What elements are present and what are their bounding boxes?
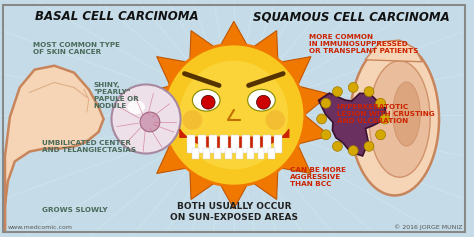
Text: MOST COMMON TYPE
OF SKIN CANCER: MOST COMMON TYPE OF SKIN CANCER — [33, 42, 120, 55]
Polygon shape — [219, 181, 249, 209]
Text: www.medcomic.com: www.medcomic.com — [8, 225, 73, 231]
Polygon shape — [137, 115, 170, 144]
Polygon shape — [278, 145, 311, 173]
Bar — [187, 135, 195, 153]
Ellipse shape — [192, 89, 220, 111]
Polygon shape — [298, 86, 330, 115]
Circle shape — [201, 95, 215, 109]
Bar — [214, 148, 221, 160]
Text: SHINY,
"PEARLY"
PAPULE OR
NODULE: SHINY, "PEARLY" PAPULE OR NODULE — [93, 82, 138, 109]
Bar — [198, 135, 206, 153]
Text: UMBILICATED CENTER
AND TELANGIECTASIAS: UMBILICATED CENTER AND TELANGIECTASIAS — [42, 140, 136, 153]
Polygon shape — [5, 66, 104, 231]
Circle shape — [265, 110, 285, 130]
Ellipse shape — [350, 42, 439, 196]
Circle shape — [321, 98, 331, 108]
Text: SQUAMOUS CELL CARCINOMA: SQUAMOUS CELL CARCINOMA — [253, 10, 450, 23]
Polygon shape — [157, 145, 189, 173]
Circle shape — [321, 130, 331, 140]
Circle shape — [332, 87, 342, 97]
Circle shape — [140, 112, 160, 132]
Bar — [268, 148, 275, 160]
Bar — [274, 135, 282, 153]
Polygon shape — [250, 168, 278, 200]
Circle shape — [163, 44, 305, 186]
Ellipse shape — [369, 61, 430, 177]
Text: CAN BE MORE
AGGRESSIVE
THAN BCC: CAN BE MORE AGGRESSIVE THAN BCC — [290, 167, 346, 187]
Bar — [209, 135, 217, 153]
Text: BOTH USUALLY OCCUR
ON SUN-EXPOSED AREAS: BOTH USUALLY OCCUR ON SUN-EXPOSED AREAS — [170, 202, 298, 222]
Circle shape — [180, 61, 288, 169]
Text: MORE COMMON
IN IMMUNOSUPPRESSED
OR TRANSPLANT PATIENTS: MORE COMMON IN IMMUNOSUPPRESSED OR TRANS… — [309, 34, 418, 54]
Ellipse shape — [128, 100, 145, 114]
Polygon shape — [190, 168, 218, 200]
Bar — [246, 148, 254, 160]
Bar — [257, 148, 264, 160]
Circle shape — [375, 130, 385, 140]
Bar — [225, 148, 232, 160]
Polygon shape — [137, 86, 170, 115]
Polygon shape — [219, 21, 249, 49]
Ellipse shape — [247, 89, 275, 111]
Ellipse shape — [392, 82, 420, 146]
Circle shape — [348, 82, 358, 92]
Bar — [242, 135, 250, 153]
Polygon shape — [365, 40, 422, 62]
Bar — [231, 135, 239, 153]
Circle shape — [380, 114, 390, 124]
Circle shape — [332, 141, 342, 151]
Circle shape — [364, 141, 374, 151]
Circle shape — [348, 146, 358, 155]
Polygon shape — [298, 115, 330, 144]
Circle shape — [364, 87, 374, 97]
Circle shape — [317, 114, 327, 124]
Polygon shape — [278, 57, 311, 86]
Text: BASAL CELL CARCINOMA: BASAL CELL CARCINOMA — [35, 10, 198, 23]
Bar — [264, 135, 271, 153]
Bar — [253, 135, 261, 153]
Circle shape — [256, 95, 270, 109]
Polygon shape — [157, 57, 189, 86]
Polygon shape — [250, 31, 278, 62]
Bar — [220, 135, 228, 153]
Polygon shape — [319, 93, 386, 156]
Bar — [192, 148, 199, 160]
Text: GROWS SLOWLY: GROWS SLOWLY — [42, 207, 108, 213]
Polygon shape — [190, 31, 218, 62]
Bar — [203, 148, 210, 160]
Circle shape — [111, 84, 181, 154]
Text: HYPERKERATOTIC
LESION WITH CRUSTING
AND ULCERATION: HYPERKERATOTIC LESION WITH CRUSTING AND … — [337, 104, 435, 124]
Circle shape — [182, 110, 202, 130]
Text: © 2016 JORGE MUNIZ: © 2016 JORGE MUNIZ — [394, 225, 463, 231]
Circle shape — [375, 98, 385, 108]
Bar — [236, 148, 243, 160]
